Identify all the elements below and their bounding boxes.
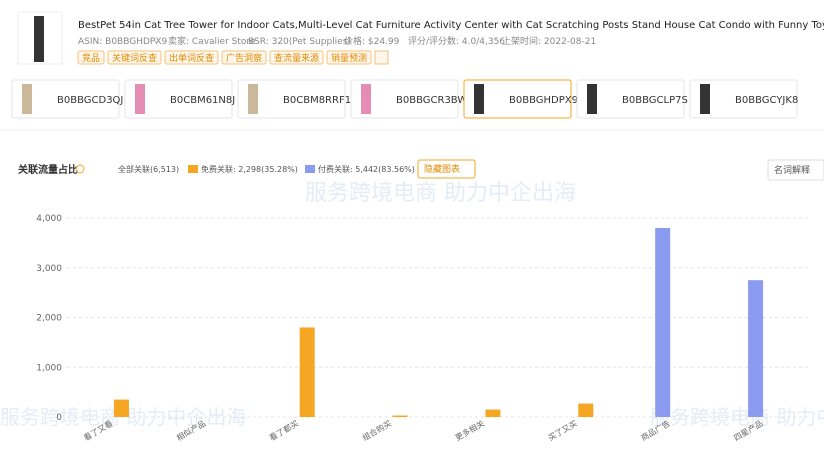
y-tick-label: 2,000 bbox=[36, 314, 62, 324]
variant-asin[interactable]: B0BBGCD3QJ bbox=[57, 95, 123, 106]
glossary-label[interactable]: 名词解释 bbox=[774, 164, 810, 176]
variant-card[interactable] bbox=[689, 79, 798, 119]
bar bbox=[392, 415, 408, 417]
variant-thumb[interactable] bbox=[248, 84, 258, 114]
tag-label[interactable]: 竞品 bbox=[82, 52, 100, 64]
help-icon bbox=[75, 164, 85, 174]
tag[interactable] bbox=[107, 50, 162, 65]
x-tick-label: 买了又买 bbox=[547, 419, 579, 443]
legend-swatch[interactable] bbox=[188, 165, 198, 173]
y-tick-label: 4,000 bbox=[36, 214, 62, 224]
variant-asin[interactable]: B0BBGCR3BW bbox=[396, 95, 467, 106]
meta-item: BSR: 320(Pet Supplies) bbox=[248, 37, 351, 47]
bar bbox=[485, 409, 501, 417]
section-title: 关联流量占比 bbox=[18, 163, 78, 176]
watermark: 服务跨境电商 助力中企出海 bbox=[650, 405, 824, 429]
glossary-button[interactable] bbox=[767, 159, 824, 181]
variant-card[interactable] bbox=[350, 79, 459, 119]
variant-card[interactable] bbox=[11, 79, 120, 119]
product-title: BestPet 54in Cat Tree Tower for Indoor C… bbox=[78, 20, 824, 31]
y-tick-label: 0 bbox=[56, 413, 62, 423]
meta-item: ASIN: B0BBGHDPX9 bbox=[78, 37, 168, 47]
meta-item: 上架时间: 2022-08-21 bbox=[502, 35, 596, 47]
bar bbox=[578, 403, 594, 417]
tag-label[interactable]: 关键词反查 bbox=[112, 52, 157, 64]
variant-card[interactable] bbox=[463, 79, 572, 119]
variant-thumb[interactable] bbox=[587, 84, 597, 114]
y-tick-label: 3,000 bbox=[36, 264, 62, 274]
watermark: 服务跨境电商 助力中企出海 bbox=[305, 181, 576, 206]
meta-item: 价格: $24.99 bbox=[344, 35, 400, 47]
variant-asin[interactable]: B0BBGCLP7S bbox=[622, 95, 688, 106]
variant-thumb[interactable] bbox=[361, 84, 371, 114]
tag-label[interactable]: 查流量来源 bbox=[274, 52, 319, 64]
legend-total[interactable]: 全部关联(6,513) bbox=[118, 164, 179, 174]
x-tick-label: 组合购买 bbox=[360, 418, 393, 443]
tag[interactable] bbox=[221, 50, 267, 65]
tag-label[interactable]: 出单词反查 bbox=[169, 52, 214, 64]
variant-asin[interactable]: B0BBGHDPX9 bbox=[509, 95, 578, 106]
variant-card[interactable] bbox=[124, 79, 233, 119]
tag-label[interactable]: 销量预测 bbox=[331, 52, 367, 64]
hide-button-label[interactable]: 隐藏图表 bbox=[424, 163, 460, 175]
meta-item: 评分/评分数: 4.0/4,356 bbox=[408, 35, 505, 47]
tag[interactable] bbox=[164, 50, 219, 65]
variant-thumb[interactable] bbox=[135, 84, 145, 114]
legend-label[interactable]: 付费关联: 5,442(83.56%) bbox=[318, 164, 415, 174]
legend-label[interactable]: 免费关联: 2,298(35.28%) bbox=[201, 164, 298, 174]
bar bbox=[748, 280, 764, 417]
meta-item: - bbox=[154, 37, 157, 47]
x-tick-label: 看了都买 bbox=[268, 419, 300, 443]
variant-card[interactable] bbox=[237, 79, 346, 119]
hide-button[interactable] bbox=[417, 159, 476, 179]
bar bbox=[299, 327, 315, 417]
tag-label[interactable]: 广告洞察 bbox=[226, 52, 262, 64]
legend-swatch[interactable] bbox=[305, 165, 315, 173]
y-tick-label: 1,000 bbox=[36, 363, 62, 373]
x-tick-label: 更多相关 bbox=[453, 418, 486, 443]
variant-thumb[interactable] bbox=[474, 84, 484, 114]
tag[interactable] bbox=[77, 50, 105, 65]
variant-thumb[interactable] bbox=[22, 84, 32, 114]
tag[interactable] bbox=[269, 50, 324, 65]
variant-thumb[interactable] bbox=[700, 84, 710, 114]
variant-card[interactable] bbox=[576, 79, 685, 119]
bar bbox=[113, 399, 129, 417]
tag[interactable] bbox=[326, 50, 372, 65]
product-image-shape bbox=[34, 16, 44, 62]
calendar-icon[interactable] bbox=[374, 50, 389, 65]
meta-item: 卖家: Cavalier Store bbox=[168, 35, 256, 47]
variant-asin[interactable]: B0CBM8RRF1 bbox=[283, 95, 351, 106]
bar bbox=[655, 227, 671, 417]
variant-asin[interactable]: B0CBM61N8J bbox=[170, 95, 235, 106]
variant-asin[interactable]: B0BBGCYJK8 bbox=[735, 95, 798, 106]
